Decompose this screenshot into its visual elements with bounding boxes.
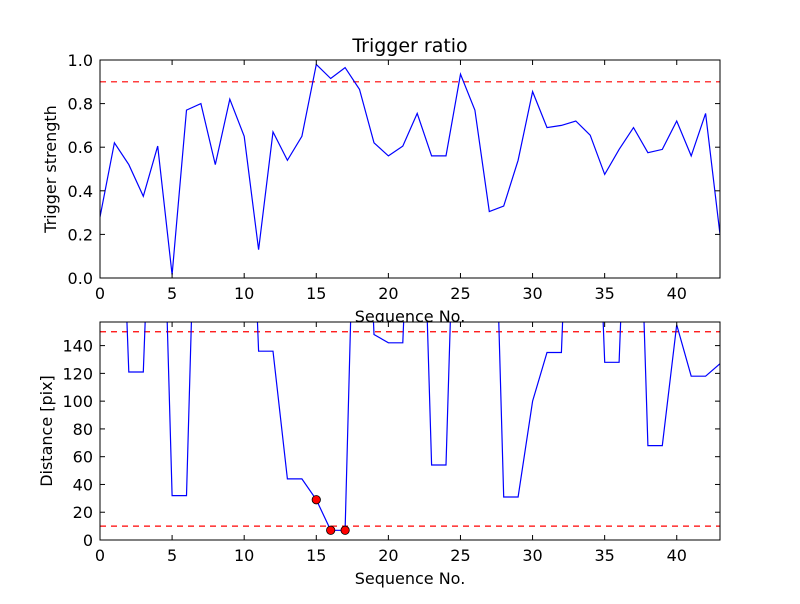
chart-title: Trigger ratio (351, 35, 467, 57)
x-tick-label: 15 (306, 284, 326, 303)
data-marker (326, 525, 336, 535)
y-axis-ticks: 0.0 0.2 0.4 0.6 0.8 1.0 (68, 51, 720, 288)
highlight-markers (311, 495, 350, 535)
y-tick-label: 60 (73, 448, 93, 467)
series-polyline (126, 322, 720, 531)
series-line (126, 322, 720, 531)
x-tick-label: 10 (234, 284, 254, 303)
plot-frame (99, 59, 721, 279)
plot-frame (99, 321, 721, 541)
x-axis-ticks: 0 5 10 15 20 25 30 35 40 (95, 60, 687, 303)
x-tick-label: 5 (167, 546, 177, 565)
x-tick-label: 20 (378, 546, 398, 565)
y-tick-label: 0.8 (68, 95, 93, 114)
x-tick-label: 25 (450, 284, 470, 303)
y-axis-label: Distance [pix] (37, 375, 56, 487)
y-tick-label: 0 (83, 531, 93, 550)
x-tick-label: 10 (234, 546, 254, 565)
y-tick-label: 1.0 (68, 51, 93, 70)
y-tick-label: 40 (73, 475, 93, 494)
plot-area (100, 322, 720, 540)
data-marker (340, 525, 350, 535)
y-tick-label: 0.4 (68, 182, 93, 201)
y-tick-label: 120 (62, 364, 93, 383)
trigger-ratio-chart: Trigger ratio 0 5 10 15 20 25 30 35 40 0.0 0.2 0.4… (41, 35, 721, 326)
distance-chart: 0 5 10 15 20 25 30 35 40 0 20 40 60 80 100 120 140 Sequ… (37, 321, 721, 588)
y-axis-ticks: 0 20 40 60 80 100 120 140 (62, 337, 720, 550)
x-axis-label: Sequence No. (355, 307, 466, 326)
series-line (100, 63, 720, 275)
x-tick-label: 35 (594, 284, 614, 303)
x-tick-label: 35 (594, 546, 614, 565)
x-tick-label: 40 (667, 546, 687, 565)
y-axis-label: Trigger strength (41, 105, 60, 234)
x-tick-label: 30 (522, 546, 542, 565)
x-tick-label: 30 (522, 284, 542, 303)
y-tick-label: 20 (73, 503, 93, 522)
y-tick-label: 100 (62, 392, 93, 411)
x-tick-label: 40 (667, 284, 687, 303)
series-polyline (100, 63, 720, 275)
y-tick-label: 140 (62, 337, 93, 356)
plot-area (100, 60, 720, 278)
x-tick-label: 15 (306, 546, 326, 565)
x-axis-ticks: 0 5 10 15 20 25 30 35 40 (95, 322, 687, 565)
y-tick-label: 80 (73, 420, 93, 439)
x-axis-label: Sequence No. (355, 569, 466, 588)
x-tick-label: 0 (95, 284, 105, 303)
data-marker (311, 495, 321, 505)
y-tick-label: 0.0 (68, 269, 93, 288)
y-tick-label: 0.6 (68, 138, 93, 157)
y-tick-label: 0.2 (68, 225, 93, 244)
x-tick-label: 20 (378, 284, 398, 303)
x-tick-label: 0 (95, 546, 105, 565)
x-tick-label: 25 (450, 546, 470, 565)
threshold-lines (100, 331, 720, 527)
x-tick-label: 5 (167, 284, 177, 303)
